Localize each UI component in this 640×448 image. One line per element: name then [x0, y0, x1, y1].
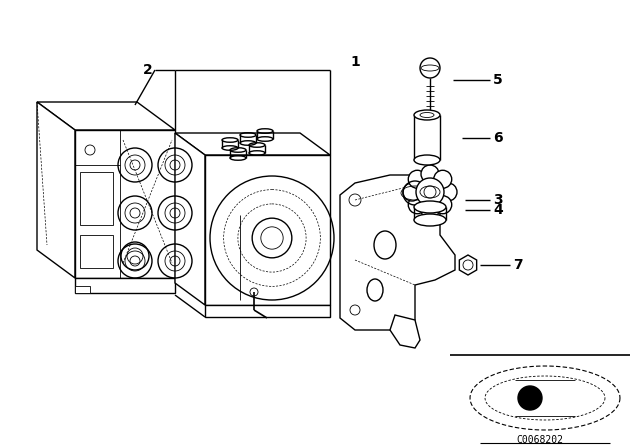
- Polygon shape: [175, 133, 205, 305]
- Circle shape: [420, 58, 440, 78]
- Text: 1: 1: [350, 55, 360, 69]
- Circle shape: [434, 196, 452, 214]
- Polygon shape: [37, 102, 75, 278]
- Text: 6: 6: [493, 131, 503, 145]
- Circle shape: [421, 165, 439, 183]
- Circle shape: [439, 183, 457, 201]
- Polygon shape: [37, 102, 175, 130]
- Ellipse shape: [414, 201, 446, 213]
- Polygon shape: [75, 286, 90, 293]
- Polygon shape: [340, 175, 455, 330]
- Circle shape: [434, 170, 452, 188]
- Text: 3: 3: [493, 193, 503, 207]
- Polygon shape: [175, 133, 330, 155]
- Text: 7: 7: [513, 258, 523, 272]
- Polygon shape: [460, 255, 477, 275]
- Circle shape: [408, 170, 426, 188]
- Circle shape: [518, 386, 542, 410]
- Ellipse shape: [414, 155, 440, 165]
- Circle shape: [408, 196, 426, 214]
- Ellipse shape: [414, 214, 446, 226]
- Text: 4: 4: [493, 203, 503, 217]
- Polygon shape: [205, 155, 330, 305]
- Polygon shape: [80, 235, 113, 268]
- Ellipse shape: [414, 110, 440, 120]
- Polygon shape: [80, 172, 113, 225]
- Circle shape: [416, 178, 444, 206]
- Text: 5: 5: [493, 73, 503, 87]
- Polygon shape: [75, 130, 175, 278]
- Polygon shape: [390, 315, 420, 348]
- Polygon shape: [75, 278, 175, 293]
- Text: C0068202: C0068202: [516, 435, 563, 445]
- Polygon shape: [205, 305, 330, 317]
- Text: 2: 2: [143, 63, 153, 77]
- Circle shape: [403, 183, 421, 201]
- Circle shape: [421, 201, 439, 219]
